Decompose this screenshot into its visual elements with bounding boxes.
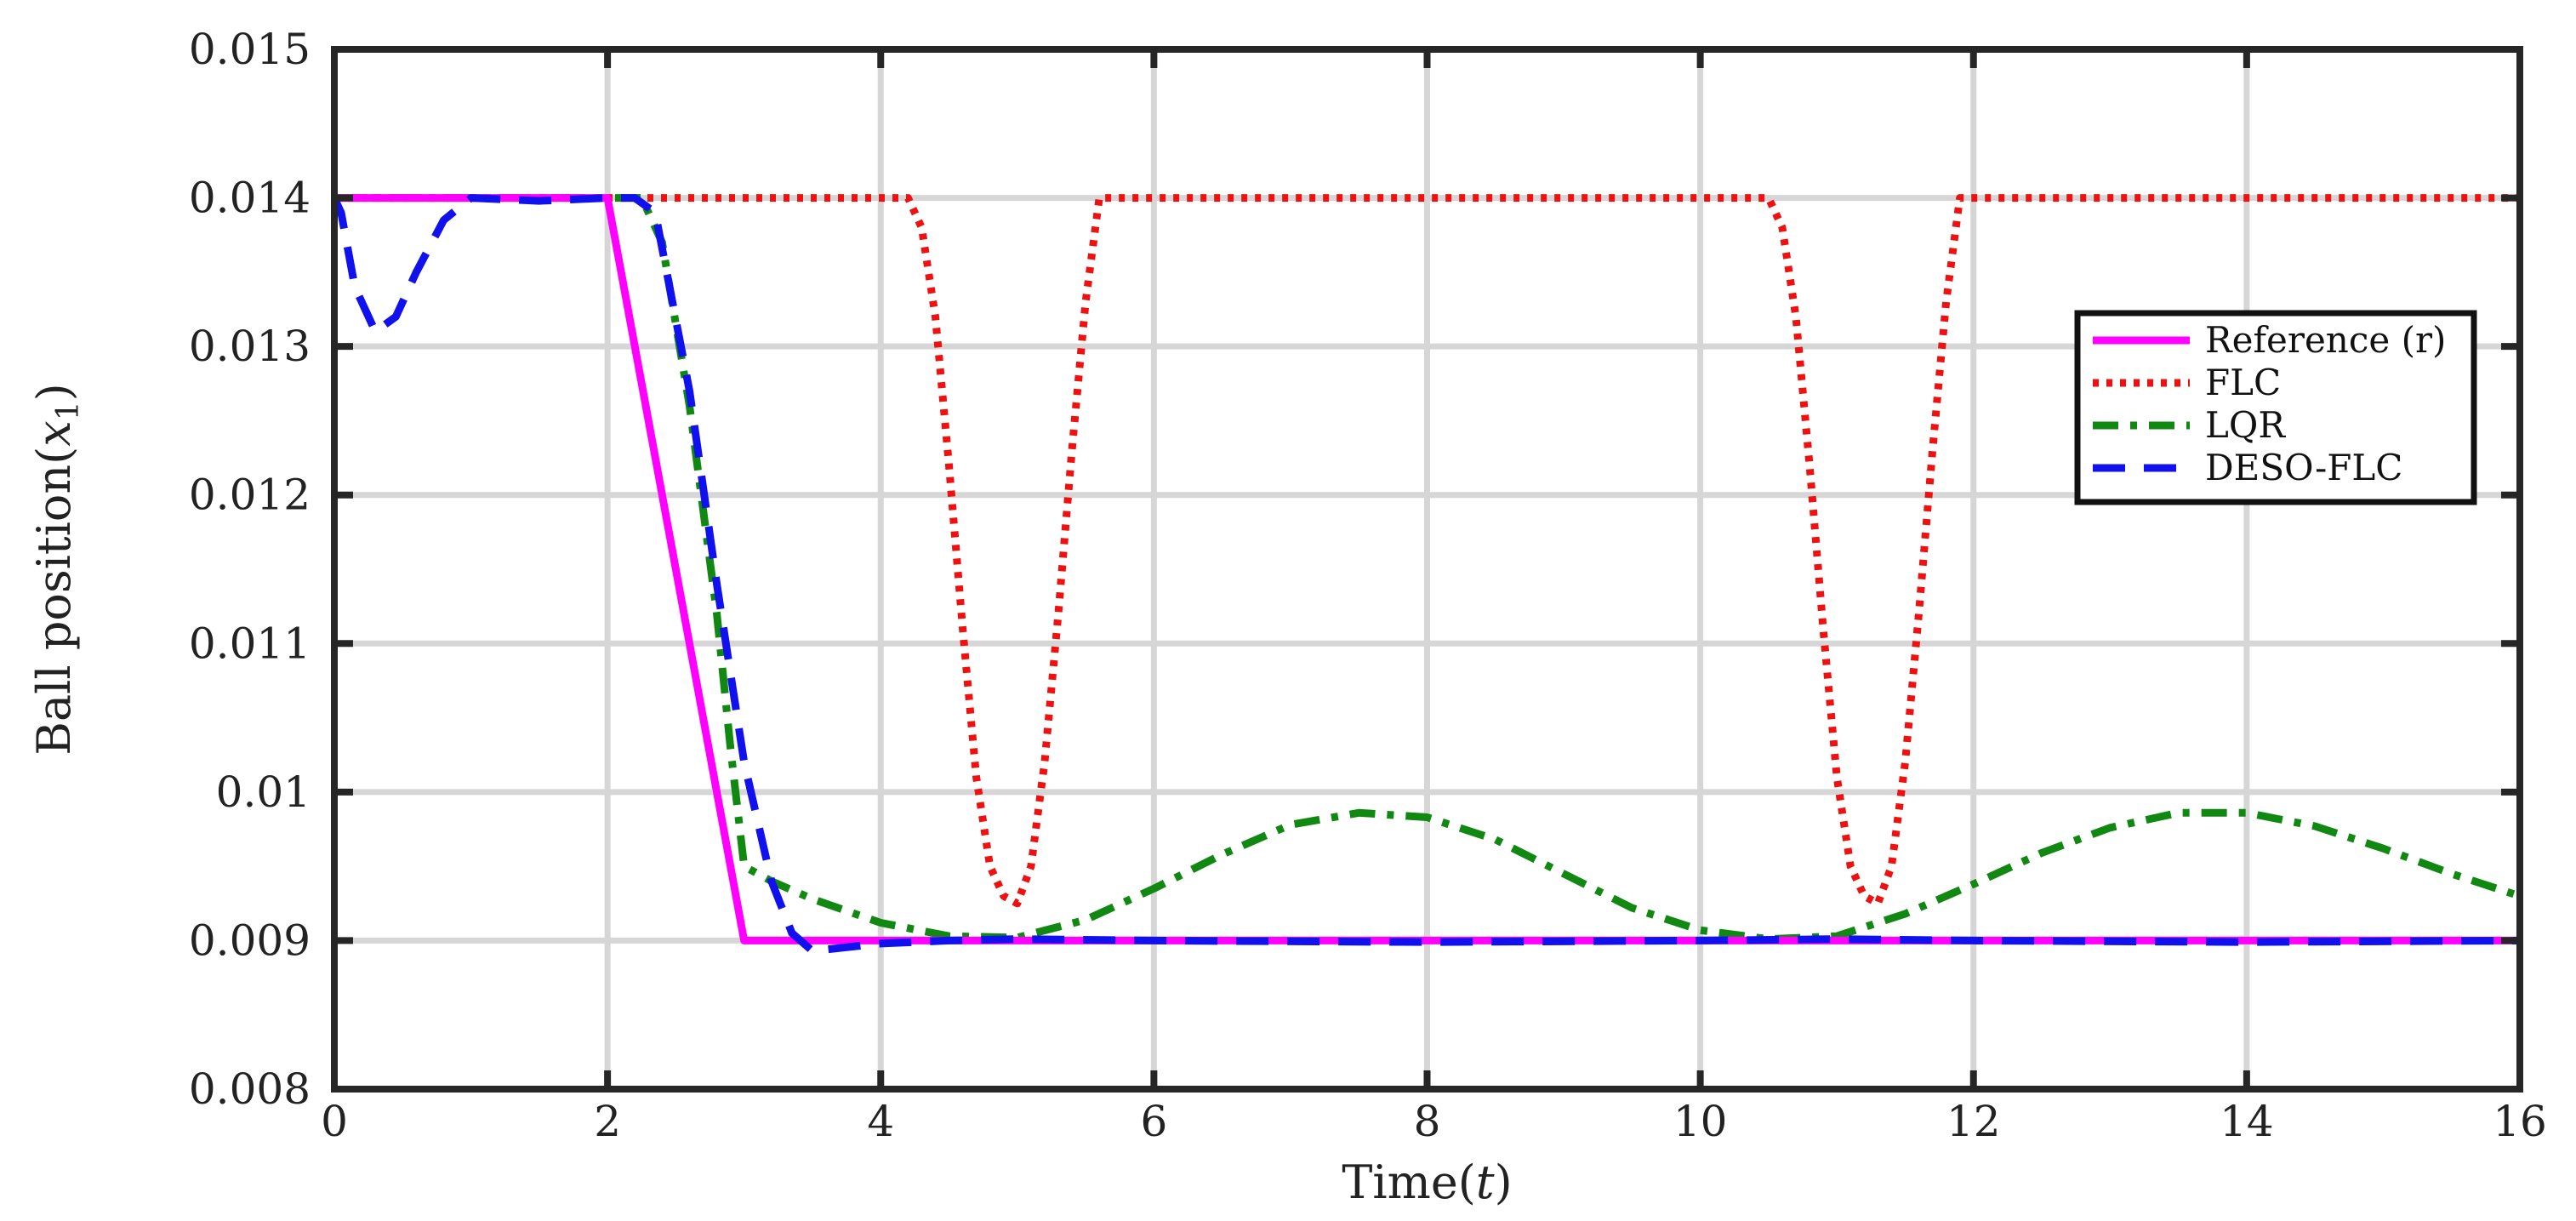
y-axis-subscript: 1 <box>51 401 86 420</box>
x-axis-label: Time(t) <box>1342 1155 1512 1209</box>
grid <box>334 49 2520 1089</box>
series-line-flc <box>334 194 2520 908</box>
y-tick-label: 0.014 <box>189 174 311 223</box>
y-axis-label: Ball position(x1) <box>27 383 86 755</box>
x-tick-label: 4 <box>867 1097 894 1146</box>
legend-label: FLC <box>2205 362 2281 403</box>
legend-label: Reference (r) <box>2205 319 2446 361</box>
x-tick-label: 6 <box>1140 1097 1167 1146</box>
y-tick-label: 0.01 <box>216 767 311 817</box>
y-axis-open-paren: ( <box>27 447 81 465</box>
y-tick-label: 0.013 <box>189 322 311 371</box>
legend-label: LQR <box>2205 404 2286 446</box>
ticks <box>331 46 2523 1093</box>
y-tick-labels: 0.008 0.009 0.01 0.011 0.012 0.013 0.014 0.015 <box>189 25 311 1114</box>
x-axis-close-paren: ) <box>1495 1155 1513 1209</box>
y-tick-label: 0.015 <box>189 25 311 74</box>
x-tick-label: 0 <box>321 1097 348 1146</box>
y-tick-label: 0.012 <box>189 471 311 520</box>
y-tick-label: 0.008 <box>189 1064 311 1114</box>
x-tick-label: 10 <box>1673 1097 1728 1146</box>
legend-box <box>2074 310 2477 505</box>
x-tick-label: 8 <box>1414 1097 1441 1146</box>
y-axis-label-text: Ball position <box>27 465 81 756</box>
series-group <box>330 194 2522 956</box>
y-axis-close-paren: ) <box>27 383 81 401</box>
y-axis-variable: x <box>27 420 81 446</box>
x-tick-label: 2 <box>594 1097 621 1146</box>
y-tick-label: 0.009 <box>189 916 311 965</box>
series-line-lqr <box>334 194 2522 944</box>
x-axis-open-paren: ( <box>1458 1155 1476 1209</box>
x-tick-labels: 0 2 4 6 8 10 12 14 16 <box>321 1097 2547 1146</box>
x-tick-label: 14 <box>2220 1097 2274 1146</box>
legend-label: DESO-FLC <box>2205 447 2402 488</box>
series-line-deso-flc <box>330 194 2521 956</box>
x-axis-label-text: Time <box>1342 1155 1457 1209</box>
x-axis-variable: t <box>1476 1155 1495 1209</box>
y-tick-label: 0.011 <box>189 619 311 668</box>
x-tick-label: 12 <box>1946 1097 2001 1146</box>
x-tick-label: 16 <box>2493 1097 2547 1146</box>
